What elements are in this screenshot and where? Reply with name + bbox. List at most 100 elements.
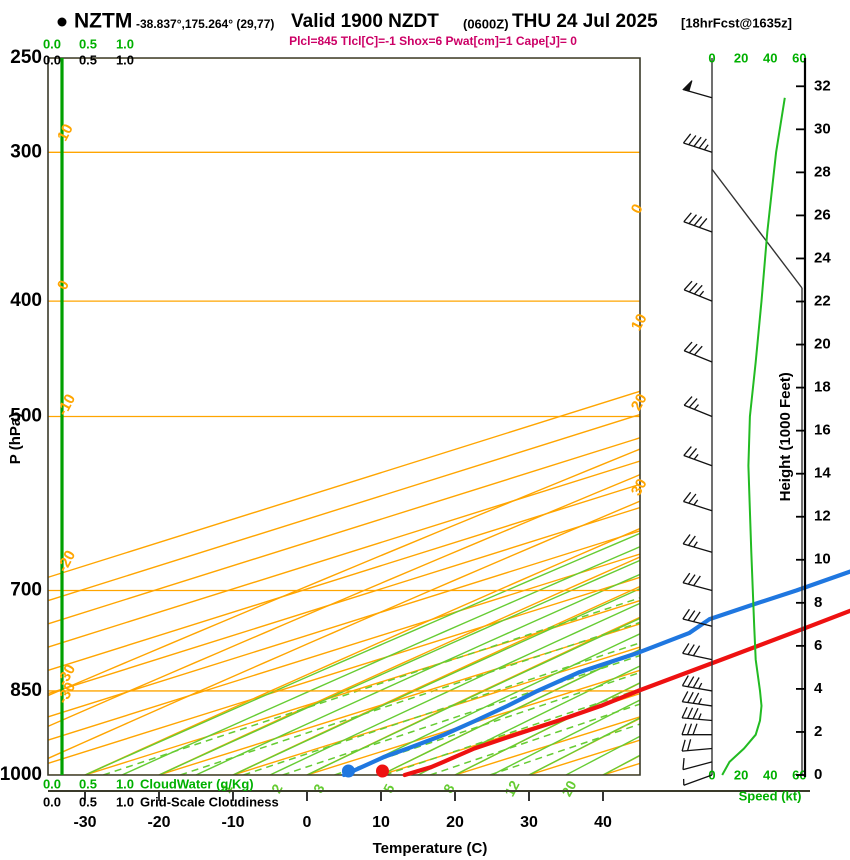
pressure-tick-250: 250: [10, 47, 42, 68]
height-tick-16: 16: [814, 422, 831, 439]
isotherm-label-left--10: -10: [54, 391, 79, 418]
height-tick-14: 14: [814, 465, 831, 482]
cloudwater-tick-bottom-0: 0.0: [43, 776, 61, 791]
wind-barb: [682, 491, 713, 512]
speed-tick-top-60: 60: [792, 50, 806, 65]
pressure-tick-500: 500: [10, 406, 42, 427]
temperature-tick-10: 10: [372, 814, 390, 831]
wind-barb: [682, 534, 713, 553]
temperature-tick--30: -30: [73, 814, 96, 831]
wind-barb: [683, 341, 713, 363]
plot-frame: [47, 57, 641, 776]
wind-barb: [681, 723, 712, 736]
surface-dewpoint: [341, 764, 355, 778]
sounding-stats: Plcl=845 Tlcl[C]=-1 Shox=6 Pwat[cm]=1 Ca…: [289, 34, 577, 48]
height-tick-18: 18: [814, 379, 831, 396]
height-tick-8: 8: [814, 594, 822, 611]
wind-barb: [682, 608, 713, 627]
valid-time: Valid 1900 NZDT: [291, 11, 439, 32]
cloudiness-tick-bottom-0: 0.0: [43, 794, 61, 809]
cloudwater-tick-top-0: 0.0: [43, 36, 61, 51]
height-tick-12: 12: [814, 508, 831, 525]
station-name: NZTM: [74, 10, 132, 33]
temperature-tick-40: 40: [594, 814, 612, 831]
cloudiness-tick-bottom-1: 0.5: [79, 794, 97, 809]
cloudiness-tick-top-2: 1.0: [116, 52, 134, 67]
height-tick-22: 22: [814, 292, 831, 309]
mixing-ratio-label-3: 3: [310, 781, 328, 796]
height-tick-4: 4: [814, 680, 823, 697]
wind-barb: [681, 707, 713, 722]
cloudwater-tick-top-2: 1.0: [116, 36, 134, 51]
cloudwater-tick-top-1: 0.5: [79, 36, 97, 51]
station-marker-icon: [57, 17, 67, 27]
cloudiness-axis-label: Grid-Scale Cloudiness: [140, 794, 279, 809]
wind-barb: [682, 133, 713, 153]
pressure-tick-400: 400: [10, 290, 42, 311]
temperature-tick-20: 20: [446, 814, 464, 831]
cloudiness-tick-top-1: 0.5: [79, 52, 97, 67]
height-tick-28: 28: [814, 163, 831, 180]
forecast-lead: [18hrFcst@1635z]: [681, 15, 792, 30]
speed-tick-top-40: 40: [763, 50, 777, 65]
wind-barb: [683, 212, 713, 233]
mixing-ratio-label-5: 5: [380, 781, 398, 796]
cloudwater-axis-label: CloudWater (g/Kg): [140, 776, 254, 791]
wind-panel-diagonal: [711, 168, 803, 289]
isotherm-label-right-0: 0: [628, 201, 647, 216]
height-tick-20: 20: [814, 336, 831, 353]
cloudiness-tick-bottom-2: 1.0: [116, 794, 134, 809]
wind-barb: [682, 774, 713, 786]
speed-tick-bottom-0: 0: [708, 767, 715, 782]
wind-barbs: [681, 80, 713, 786]
height-tick-2: 2: [814, 723, 822, 740]
height-tick-30: 30: [814, 120, 831, 137]
wind-barb: [681, 675, 713, 692]
wind-barb: [681, 691, 713, 707]
isotherm-label-right-20: 20: [628, 391, 651, 414]
wind-barb: [682, 572, 713, 592]
speed-tick-bottom-40: 40: [763, 767, 777, 782]
isotherm-label-left-10: 10: [54, 121, 77, 144]
temperature-tick--10: -10: [221, 814, 244, 831]
wind-barb: [681, 739, 713, 752]
pressure-tick-1000: 1000: [0, 764, 42, 785]
grid-lines: [48, 58, 640, 775]
cloudwater-tick-bottom-1: 0.5: [79, 776, 97, 791]
wind-barb: [682, 80, 713, 99]
pressure-tick-300: 300: [10, 141, 42, 162]
speed-axis-label: Speed (kt): [739, 788, 802, 803]
temperature-curve: [402, 608, 850, 778]
isotherm-label-left--20: -20: [54, 548, 79, 575]
pressure-axis-label: P (hPa): [7, 413, 24, 464]
height-tick-26: 26: [814, 206, 831, 223]
height-tick-6: 6: [814, 637, 822, 654]
temperature-tick-0: 0: [303, 814, 312, 831]
wind-barb: [683, 446, 713, 467]
valid-time-utc: (0600Z): [463, 16, 509, 31]
pressure-tick-850: 850: [10, 680, 42, 701]
height-axis-label: Height (1000 Feet): [777, 372, 794, 501]
valid-date: THU 24 Jul 2025: [512, 11, 658, 32]
isotherm-label-right-10: 10: [628, 311, 651, 334]
height-tick-10: 10: [814, 551, 831, 568]
dewpoint-curve: [341, 569, 850, 778]
height-tick-0: 0: [814, 766, 822, 783]
temperature-tick-30: 30: [520, 814, 538, 831]
pressure-tick-700: 700: [10, 580, 42, 601]
wind-barb: [682, 757, 713, 771]
wind-barb: [683, 280, 713, 302]
mixing-ratio-label-12: 12: [501, 778, 523, 799]
speed-tick-top-0: 0: [708, 50, 715, 65]
mixing-ratio-label-2: 2: [268, 781, 286, 796]
wind-speed-profile: [721, 97, 786, 776]
speed-tick-bottom-20: 20: [734, 767, 748, 782]
station-coords: -38.837°,175.264° (29,77): [136, 17, 274, 31]
wind-barb: [683, 396, 713, 418]
height-tick-24: 24: [814, 249, 831, 266]
height-tick-32: 32: [814, 77, 831, 94]
cloudwater-tick-bottom-2: 1.0: [116, 776, 134, 791]
speed-tick-top-20: 20: [734, 50, 748, 65]
